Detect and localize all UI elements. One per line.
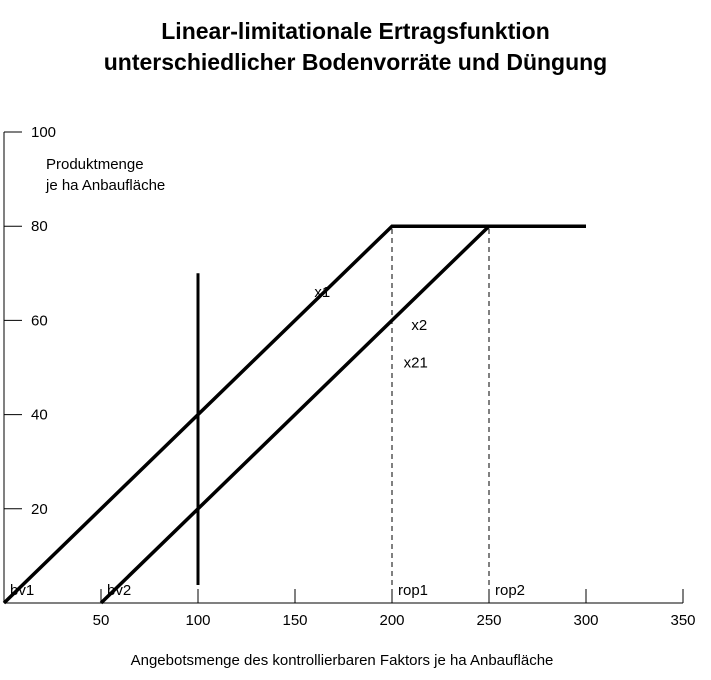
title-line-2: unterschiedlicher Bodenvorräte und Düngu… xyxy=(103,49,608,75)
y-tick-label: 80 xyxy=(31,218,48,235)
point-label: rop2 xyxy=(495,582,525,599)
curve-label: x21 xyxy=(404,355,428,372)
y-tick-label: 40 xyxy=(31,407,48,424)
title-line-1: Linear-limitationale Ertragsfunktion xyxy=(161,18,550,44)
point-label: bv1 xyxy=(10,582,34,599)
y-axis-label-line-1: Produktmenge xyxy=(46,156,144,173)
x-tick-label: 200 xyxy=(379,612,404,629)
chart-title: Linear-limitationale Ertragsfunktion unt… xyxy=(0,16,711,78)
y-tick-label: 20 xyxy=(31,501,48,518)
y-tick-label: 100 xyxy=(31,124,56,141)
curve-label: x2 xyxy=(411,317,427,334)
x-axis-label: Angebotsmenge des kontrollierbaren Fakto… xyxy=(131,652,554,669)
point-label: rop1 xyxy=(398,582,428,599)
x-tick-label: 250 xyxy=(476,612,501,629)
series-line-x2 xyxy=(99,224,586,605)
y-tick-label: 60 xyxy=(31,312,48,329)
x-tick-label: 50 xyxy=(93,612,110,629)
y-axis-label-line-2: je ha Anbaufläche xyxy=(45,177,165,194)
x-tick-label: 150 xyxy=(282,612,307,629)
x-tick-label: 100 xyxy=(185,612,210,629)
curve-label: x1 xyxy=(314,284,330,301)
point-label: bv2 xyxy=(107,582,131,599)
x-tick-label: 350 xyxy=(670,612,695,629)
x-tick-label: 300 xyxy=(573,612,598,629)
